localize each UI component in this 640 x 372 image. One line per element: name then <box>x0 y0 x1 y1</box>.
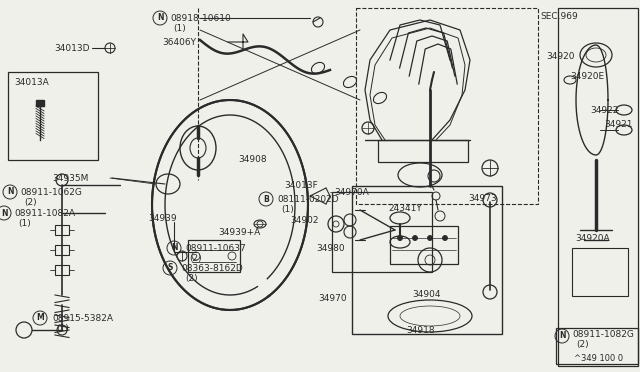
Text: 08363-8162D: 08363-8162D <box>181 264 243 273</box>
Circle shape <box>397 235 403 241</box>
Text: S: S <box>167 263 173 273</box>
Text: 34920E: 34920E <box>570 72 604 81</box>
Text: 34970: 34970 <box>318 294 347 303</box>
Circle shape <box>428 235 433 241</box>
Bar <box>352 186 502 334</box>
Bar <box>55 225 69 235</box>
Text: 34918: 34918 <box>406 326 435 335</box>
Bar <box>55 265 69 275</box>
Text: 36406Y: 36406Y <box>162 38 196 47</box>
Text: 08918-10610: 08918-10610 <box>170 14 231 23</box>
Text: (2): (2) <box>24 198 36 207</box>
Text: 34939+A: 34939+A <box>218 228 260 237</box>
Text: (2): (2) <box>576 340 589 349</box>
Text: (2): (2) <box>189 254 202 263</box>
Circle shape <box>413 235 417 241</box>
Bar <box>378 140 468 162</box>
Text: 34902: 34902 <box>290 216 319 225</box>
Text: N: N <box>1 208 7 218</box>
Polygon shape <box>36 100 44 106</box>
Text: 34013D: 34013D <box>54 44 90 53</box>
Text: 34921: 34921 <box>604 120 632 129</box>
Bar <box>55 245 69 255</box>
Text: 34013A: 34013A <box>14 78 49 87</box>
Text: 08911-1082G: 08911-1082G <box>572 330 634 339</box>
Text: (1): (1) <box>56 324 68 333</box>
Text: 08911-1062G: 08911-1062G <box>20 188 82 197</box>
Text: 34920: 34920 <box>546 52 575 61</box>
Bar <box>356 8 538 204</box>
Text: (2): (2) <box>185 274 198 283</box>
Text: (1): (1) <box>18 219 31 228</box>
Text: 34908: 34908 <box>238 155 267 164</box>
Text: 34973: 34973 <box>468 194 497 203</box>
Text: N: N <box>171 244 177 253</box>
Text: 34970A: 34970A <box>334 188 369 197</box>
Text: 08111-0202D: 08111-0202D <box>277 195 339 204</box>
Text: 08915-5382A: 08915-5382A <box>52 314 113 323</box>
Text: SEC.969: SEC.969 <box>540 12 578 21</box>
Text: 34013F: 34013F <box>284 181 317 190</box>
Circle shape <box>442 235 447 241</box>
Bar <box>332 192 432 272</box>
Text: 34922: 34922 <box>590 106 618 115</box>
Text: 34904: 34904 <box>412 290 440 299</box>
Text: ^349 100 0: ^349 100 0 <box>574 354 623 363</box>
Text: 08911-10637: 08911-10637 <box>185 244 246 253</box>
Text: 34980: 34980 <box>316 244 344 253</box>
Text: (1): (1) <box>173 24 186 33</box>
Text: 24341Y: 24341Y <box>388 204 422 213</box>
Bar <box>556 328 638 364</box>
Text: 34935M: 34935M <box>52 174 88 183</box>
Text: N: N <box>559 331 565 340</box>
Bar <box>390 226 458 264</box>
Text: 08911-1082A: 08911-1082A <box>14 209 75 218</box>
Bar <box>558 8 638 366</box>
Text: M: M <box>36 314 44 323</box>
Bar <box>8 72 98 160</box>
Text: B: B <box>263 195 269 203</box>
Bar <box>188 240 240 272</box>
Text: (1): (1) <box>281 205 294 214</box>
Text: 34920A: 34920A <box>575 234 610 243</box>
Text: N: N <box>157 13 163 22</box>
Text: N: N <box>7 187 13 196</box>
Bar <box>572 248 628 296</box>
Text: 34939: 34939 <box>148 214 177 223</box>
